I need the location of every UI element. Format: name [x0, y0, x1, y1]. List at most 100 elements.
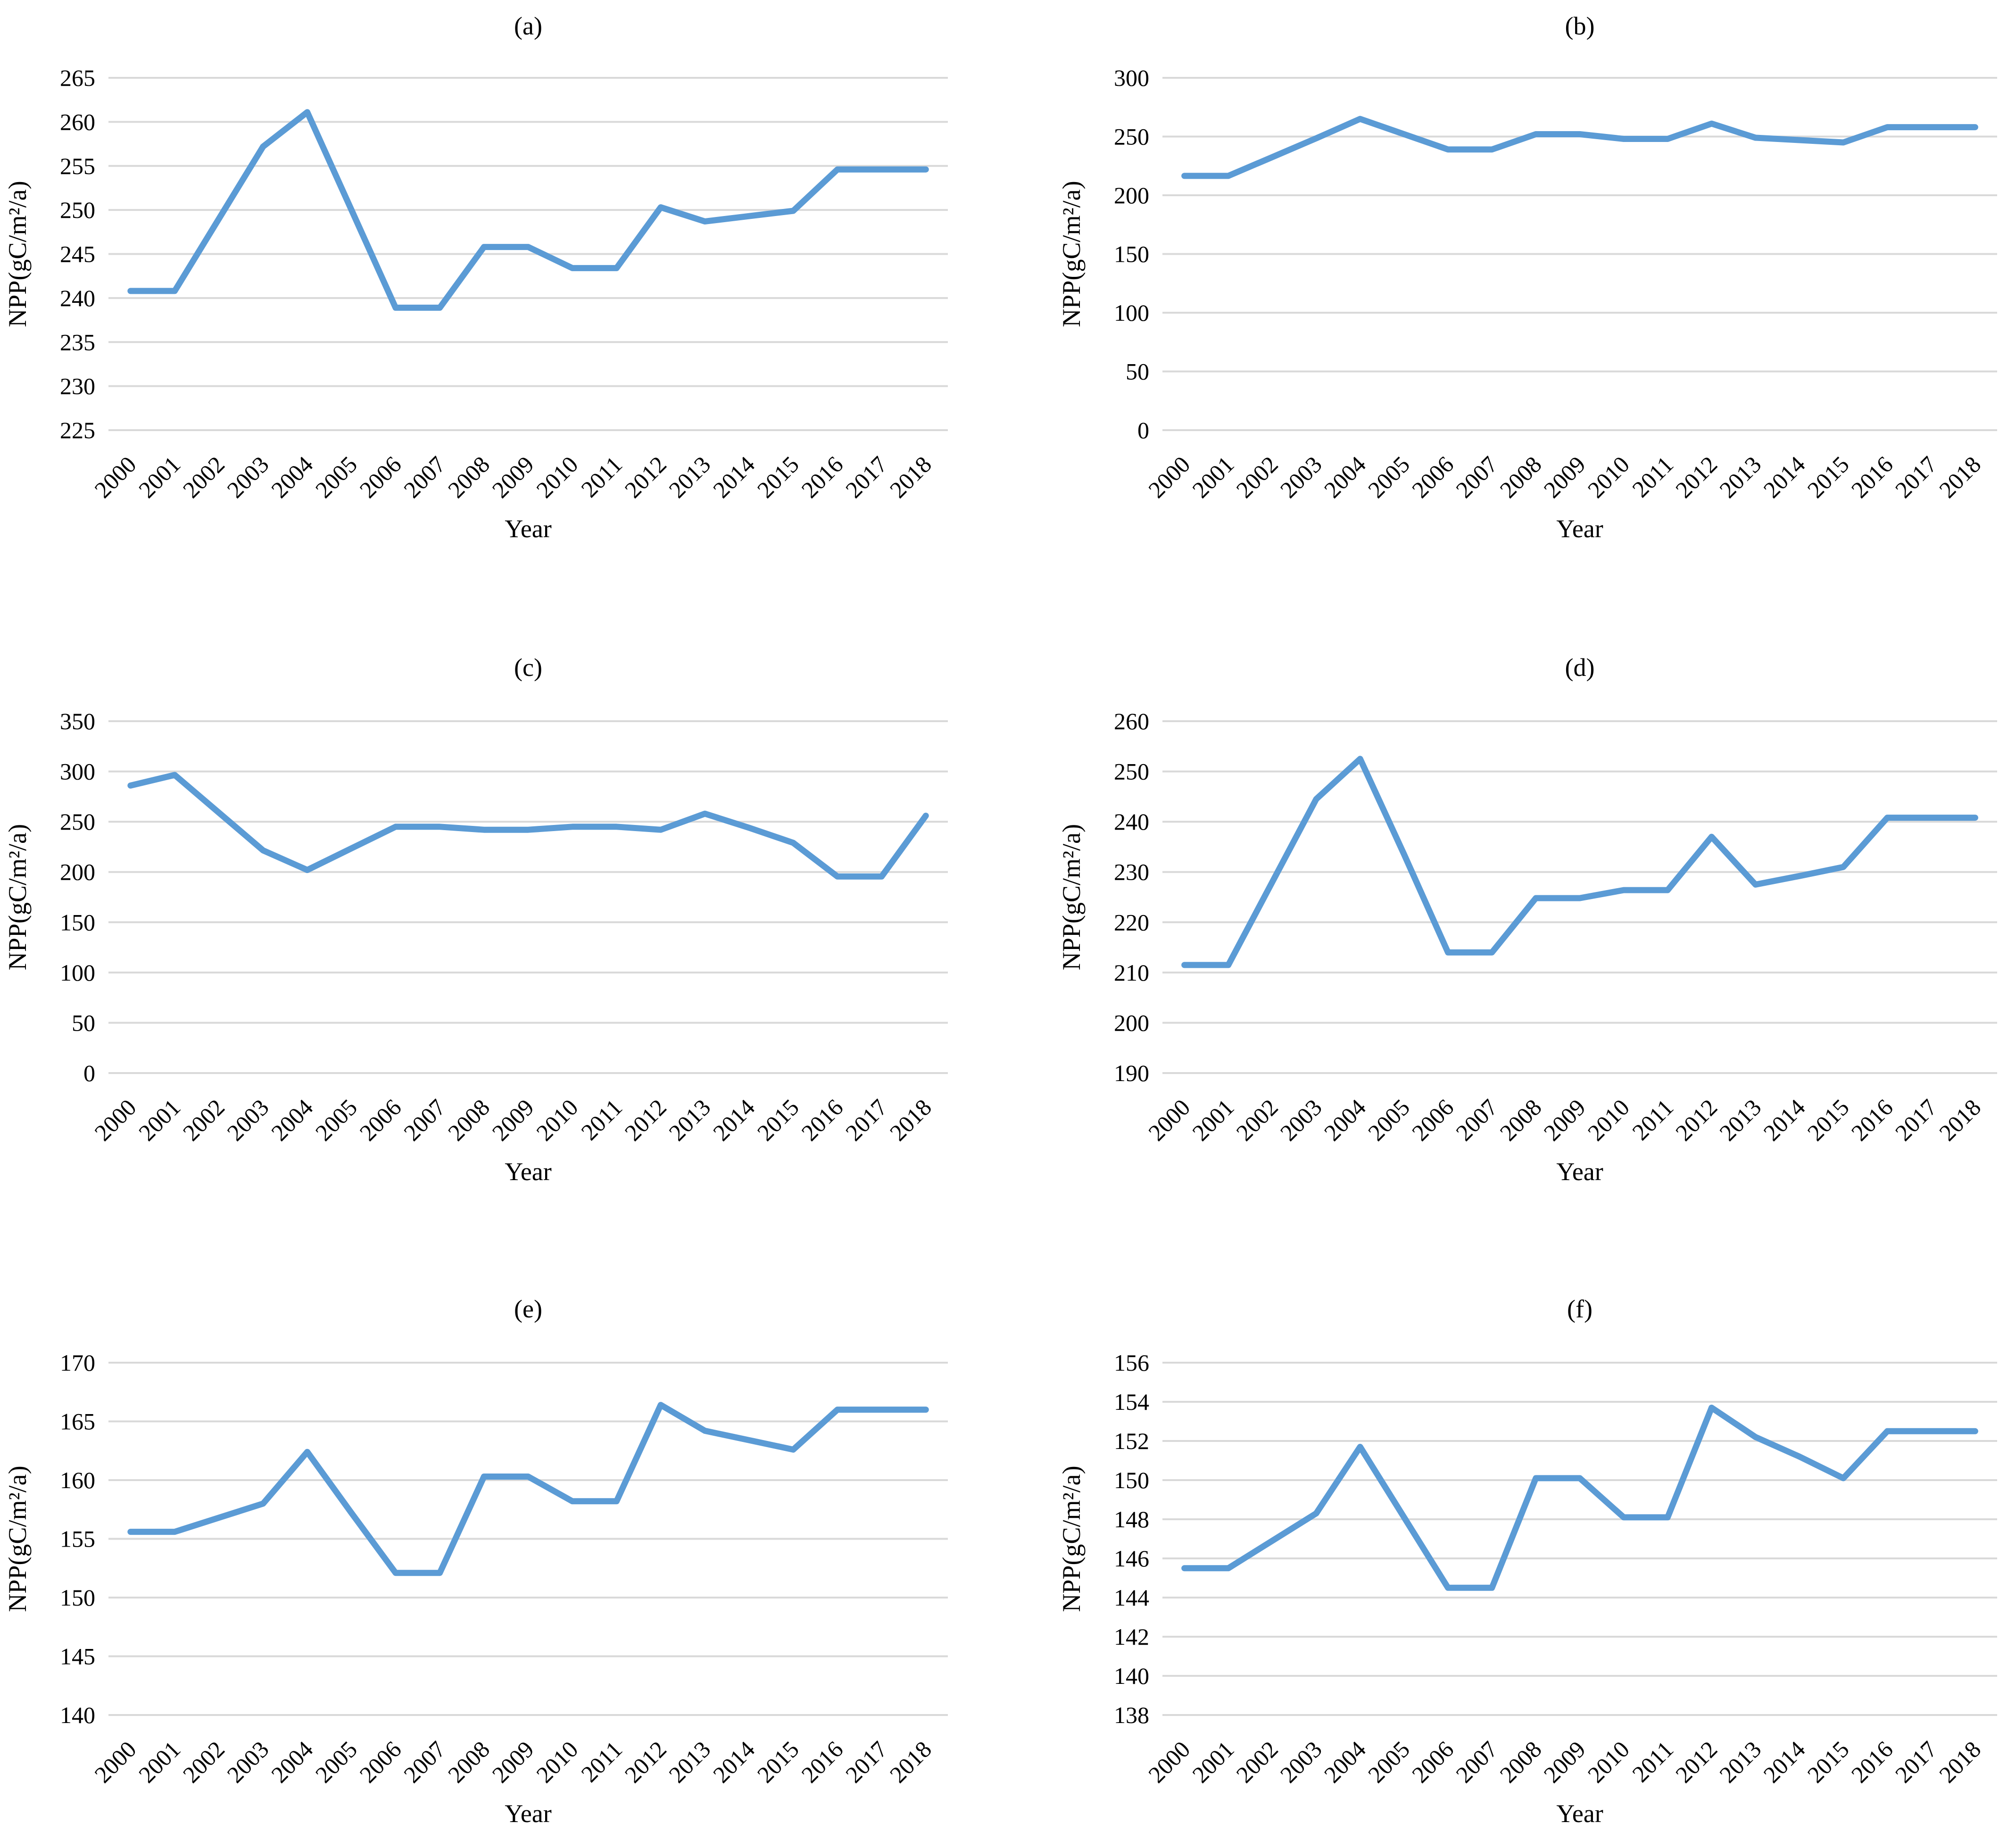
y-axis-label: NPP(gC/m²/a)	[3, 181, 32, 327]
x-tick-label: 2011	[576, 1094, 627, 1145]
x-tick-label: 2005	[1363, 451, 1415, 503]
chart-panel-4: 190 200 210 220 230 240 250 260 2000200120022003…	[1057, 653, 1997, 1186]
x-tick-label: 2001	[1187, 1094, 1239, 1146]
x-tick-label: 2018	[1934, 1736, 1986, 1788]
y-tick-label: 230	[60, 373, 95, 400]
y-tick-label: 220	[1114, 909, 1149, 935]
x-tick-label: 2015	[1802, 451, 1854, 503]
x-tick-label: 2013	[1714, 451, 1766, 503]
x-tick-label: 2016	[796, 451, 848, 503]
x-axis-label: Year	[1556, 1157, 1603, 1186]
chart-title: (b)	[1565, 12, 1595, 40]
y-tick-label: 100	[1114, 300, 1149, 326]
x-tick-label: 2016	[796, 1094, 848, 1146]
y-tick-label: 240	[1114, 808, 1149, 835]
y-tick-label: 210	[1114, 959, 1149, 986]
x-tick-label: 2001	[133, 1094, 185, 1146]
y-tick-label: 300	[1114, 65, 1149, 91]
x-tick-label: 2010	[1583, 451, 1634, 503]
x-tick-label: 2002	[1231, 451, 1283, 503]
x-tick-label: 2000	[89, 451, 141, 503]
x-tick-label: 2013	[664, 1094, 715, 1146]
x-tick-label: 2003	[1275, 1094, 1327, 1146]
x-tick-label: 2010	[531, 451, 583, 503]
x-tick-label: 2002	[178, 1736, 230, 1788]
x-tick-label: 2005	[310, 1094, 362, 1146]
x-tick-label: 2004	[1319, 451, 1371, 503]
series-line	[127, 109, 929, 311]
y-tick-label: 245	[60, 241, 95, 267]
y-tick-label: 0	[83, 1060, 95, 1086]
x-tick-label: 2009	[1538, 1094, 1590, 1146]
x-tick-label: 2017	[840, 1094, 892, 1146]
x-tick-label: 2012	[1670, 1736, 1722, 1788]
x-tick-label: 2000	[1143, 1736, 1195, 1788]
y-tick-label: 235	[60, 329, 95, 355]
y-tick-label: 265	[60, 65, 95, 91]
chart-title: (f)	[1567, 1295, 1593, 1323]
x-tick-label: 2011	[576, 1736, 627, 1787]
x-tick-label: 2015	[752, 1736, 804, 1788]
x-tick-label: 2011	[1627, 1094, 1678, 1145]
y-tick-label: 230	[1114, 859, 1149, 885]
x-tick-label: 2008	[443, 1736, 495, 1788]
x-tick-label: 2016	[1846, 1094, 1898, 1146]
y-tick-label: 142	[1114, 1624, 1149, 1650]
y-tick-label: 150	[1114, 241, 1149, 267]
x-tick-label: 2014	[1758, 1094, 1810, 1146]
x-tick-label: 2017	[1890, 451, 1942, 503]
x-tick-label: 2002	[178, 451, 230, 503]
x-tick-label: 2001	[1187, 1736, 1239, 1788]
x-tick-label: 2009	[487, 1094, 539, 1146]
series-line	[1181, 1405, 1978, 1591]
y-tick-label: 50	[1126, 358, 1149, 385]
x-tick-label: 2008	[1494, 1736, 1546, 1788]
y-tick-label: 165	[60, 1408, 95, 1435]
y-tick-label: 156	[1114, 1349, 1149, 1376]
x-tick-label: 2006	[354, 1736, 406, 1788]
x-tick-label: 2010	[531, 1094, 583, 1146]
y-tick-label: 152	[1114, 1428, 1149, 1454]
y-tick-label: 200	[60, 859, 95, 885]
chart-panel-5: 1401451501551601651702000200120022003200…	[3, 1295, 948, 1828]
x-tick-label: 2007	[398, 1736, 450, 1788]
chart-panel-2: 0501001502002503002000200120022003200420…	[1057, 12, 1997, 543]
y-tick-label: 140	[60, 1702, 95, 1728]
x-tick-label: 2000	[89, 1736, 141, 1788]
x-tick-label: 2013	[664, 451, 715, 503]
x-tick-label: 2017	[840, 1736, 892, 1788]
y-tick-label: 250	[1114, 758, 1149, 785]
x-tick-label: 2014	[708, 451, 760, 503]
x-tick-label: 2006	[1407, 451, 1459, 503]
chart-title: (a)	[514, 12, 542, 40]
x-axis-label: Year	[1556, 515, 1603, 543]
x-tick-label: 2017	[840, 451, 892, 503]
y-tick-label: 260	[1114, 708, 1149, 734]
x-tick-label: 2001	[133, 1736, 185, 1788]
x-tick-label: 2004	[266, 1094, 318, 1146]
x-axis-label: Year	[505, 1157, 552, 1186]
x-tick-label: 2012	[620, 451, 672, 503]
x-tick-label: 2011	[576, 451, 627, 502]
x-tick-label: 2007	[398, 1094, 450, 1146]
x-tick-label: 2003	[222, 1094, 274, 1146]
x-axis-label: Year	[505, 1799, 552, 1828]
y-tick-label: 138	[1114, 1702, 1149, 1728]
x-tick-label: 2006	[354, 451, 406, 503]
x-tick-label: 2003	[1275, 451, 1327, 503]
x-tick-label: 2015	[752, 1094, 804, 1146]
y-axis-label: NPP(gC/m²/a)	[1057, 181, 1086, 327]
x-tick-label: 2010	[1583, 1094, 1634, 1146]
y-tick-label: 240	[60, 285, 95, 311]
x-tick-label: 2013	[1714, 1094, 1766, 1146]
x-tick-label: 2005	[1363, 1094, 1415, 1146]
y-tick-label: 154	[1114, 1389, 1149, 1415]
x-tick-label: 2007	[398, 451, 450, 503]
x-axis-label: Year	[505, 515, 552, 543]
x-tick-label: 2011	[1627, 1736, 1678, 1787]
x-tick-label: 2010	[1583, 1736, 1634, 1788]
x-tick-label: 2014	[708, 1736, 760, 1788]
y-tick-label: 255	[60, 153, 95, 179]
y-tick-label: 50	[72, 1009, 95, 1036]
x-tick-label: 2014	[1758, 1736, 1810, 1788]
